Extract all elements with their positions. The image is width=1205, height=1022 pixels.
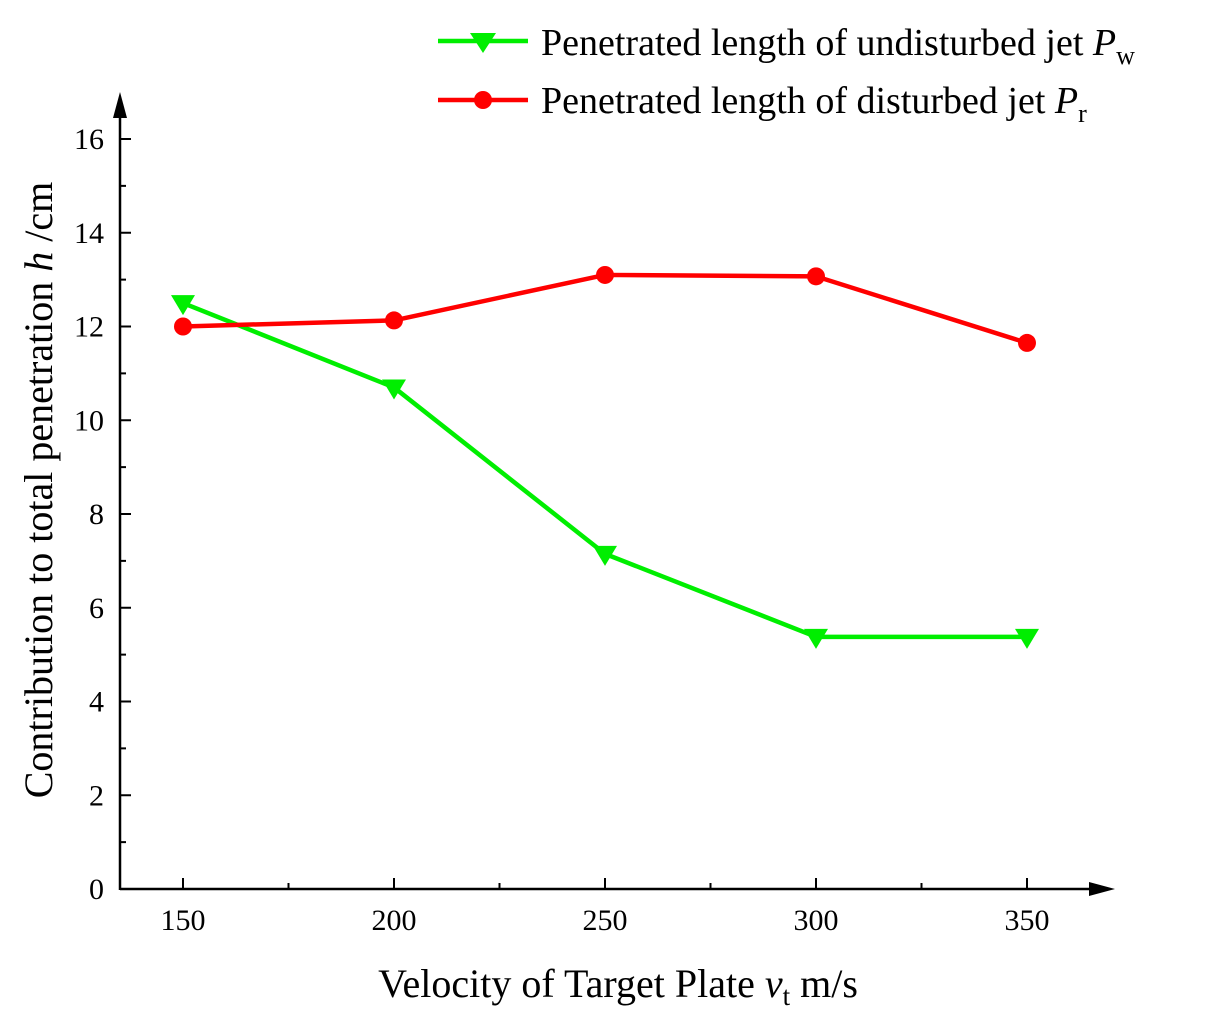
data-point xyxy=(1018,333,1036,352)
series-line xyxy=(182,300,1027,640)
y-tick-label: 0 xyxy=(89,873,104,906)
data-point xyxy=(596,265,614,284)
y-axis-arrow xyxy=(113,92,127,118)
y-tick-label: 12 xyxy=(74,311,104,344)
axes xyxy=(113,92,1115,896)
x-tick-label: 150 xyxy=(161,904,206,937)
y-tick-label: 2 xyxy=(89,779,104,812)
data-point xyxy=(1015,628,1039,649)
plot-area xyxy=(171,265,1039,649)
data-point xyxy=(385,311,403,330)
legend-label-undisturbed: Penetrated length of undisturbed jet Pw xyxy=(541,22,1135,70)
data-point xyxy=(382,379,406,400)
data-point xyxy=(174,317,192,336)
x-axis-arrow xyxy=(1089,882,1115,896)
y-tick-label: 6 xyxy=(89,592,104,625)
ticks: 150 200 250 300 350 0 2 4 6 8 10 12 14 16 xyxy=(74,123,1050,937)
y-tick-label: 14 xyxy=(74,217,104,250)
legend-label-disturbed: Penetrated length of disturbed jet Pr xyxy=(541,80,1087,128)
y-axis-title: Contribution to total penetration h /cm xyxy=(16,182,61,799)
legend-marker-undisturbed xyxy=(470,33,496,53)
data-point xyxy=(807,267,825,286)
legend-marker-disturbed xyxy=(474,91,492,109)
y-tick-label: 16 xyxy=(74,123,104,156)
x-tick-label: 300 xyxy=(794,904,839,937)
series-undisturbed xyxy=(171,295,1039,649)
data-point xyxy=(804,628,828,649)
x-axis-title: Velocity of Target Plate vt m/s xyxy=(378,961,858,1011)
data-point xyxy=(171,295,195,316)
legend: Penetrated length of undisturbed jet Pw … xyxy=(438,22,1135,128)
y-tick-label: 4 xyxy=(89,686,104,719)
x-tick-label: 200 xyxy=(372,904,417,937)
x-tick-label: 250 xyxy=(583,904,628,937)
legend-item-undisturbed: Penetrated length of undisturbed jet Pw xyxy=(438,22,1135,70)
series-disturbed xyxy=(174,265,1036,352)
data-point xyxy=(593,545,617,566)
y-tick-label: 10 xyxy=(74,404,104,437)
x-tick-label: 350 xyxy=(1005,904,1050,937)
series-line xyxy=(182,272,1028,346)
legend-item-disturbed: Penetrated length of disturbed jet Pr xyxy=(438,80,1087,128)
y-tick-label: 8 xyxy=(89,498,104,531)
